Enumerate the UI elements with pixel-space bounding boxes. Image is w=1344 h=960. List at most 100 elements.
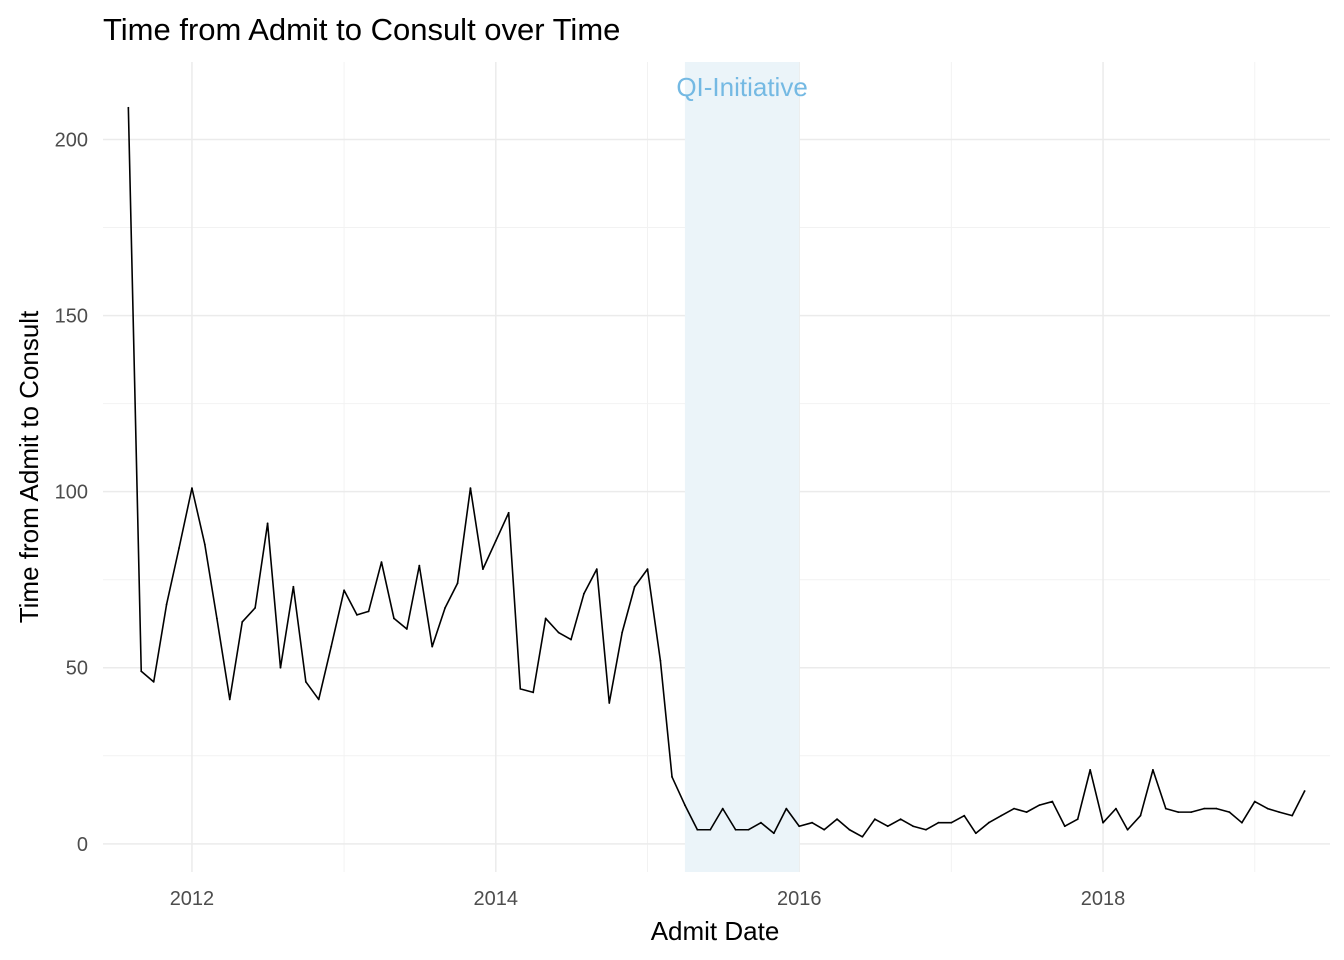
data-point — [671, 776, 673, 778]
data-point — [848, 828, 851, 831]
data-point — [356, 614, 358, 616]
data-point — [1038, 804, 1041, 806]
x-axis-title: Admit Date — [651, 916, 780, 946]
data-point — [1303, 790, 1306, 792]
data-point — [659, 659, 662, 662]
data-point — [886, 825, 889, 828]
data-point — [367, 610, 370, 613]
data-point — [684, 804, 686, 806]
data-point — [1253, 800, 1256, 803]
x-tick-label: 2014 — [474, 888, 519, 910]
data-point — [633, 585, 636, 588]
data-point — [987, 821, 990, 824]
data-point — [1102, 821, 1104, 824]
data-point — [279, 666, 282, 669]
data-point — [380, 561, 383, 563]
data-point — [1228, 811, 1231, 814]
data-point — [482, 568, 484, 571]
y-tick-label: 0 — [77, 834, 88, 856]
data-point — [127, 106, 130, 109]
data-point — [228, 698, 231, 701]
data-point — [925, 828, 927, 831]
data-point — [1278, 811, 1281, 814]
data-point — [215, 617, 218, 620]
data-point — [317, 698, 320, 701]
data-point — [1025, 811, 1028, 814]
data-point — [570, 638, 572, 641]
data-point — [899, 818, 902, 821]
data-point — [709, 828, 712, 831]
data-point — [974, 832, 977, 835]
data-point — [1013, 807, 1016, 810]
x-tick-label: 2012 — [170, 888, 215, 910]
data-point — [203, 543, 206, 546]
data-point — [785, 807, 788, 810]
data-point — [1177, 811, 1180, 814]
data-point — [140, 670, 143, 673]
data-point — [292, 585, 295, 588]
data-point — [696, 828, 699, 831]
data-point — [304, 680, 307, 683]
x-tick-label: 2016 — [777, 888, 822, 910]
data-point — [254, 606, 257, 609]
data-point — [721, 807, 724, 810]
data-point — [456, 582, 459, 585]
data-point — [330, 645, 333, 648]
data-point — [1051, 800, 1054, 803]
data-point — [621, 631, 624, 634]
data-point — [772, 832, 775, 835]
data-point — [873, 818, 876, 821]
data-point — [1240, 821, 1243, 824]
data-point — [507, 511, 510, 514]
data-point — [1190, 811, 1193, 814]
y-axis-ticks: 0 50 100 150 200 — [55, 129, 88, 855]
data-point — [912, 825, 914, 828]
data-point — [1152, 768, 1154, 771]
data-points — [127, 106, 1306, 838]
y-tick-label: 200 — [55, 129, 88, 151]
data-point — [165, 603, 168, 606]
series-line — [127, 107, 1306, 838]
y-axis-title: Time from Admit to Consult — [14, 310, 44, 623]
x-tick-label: 2018 — [1081, 888, 1126, 910]
data-point — [519, 687, 522, 690]
data-point — [861, 835, 864, 838]
data-point — [405, 628, 408, 630]
data-point — [1164, 807, 1167, 810]
data-point — [595, 568, 598, 571]
data-point — [1063, 825, 1066, 828]
y-tick-label: 100 — [55, 482, 88, 504]
data-point — [646, 568, 649, 571]
data-point — [583, 592, 585, 595]
data-point — [418, 564, 421, 567]
data-point — [836, 818, 838, 821]
qi-initiative-shade — [684, 62, 800, 872]
data-point — [343, 589, 345, 592]
data-point — [557, 631, 560, 634]
data-point — [152, 680, 155, 683]
data-point — [544, 617, 547, 620]
data-point — [1000, 814, 1003, 817]
data-point — [734, 828, 737, 831]
data-point — [1291, 814, 1294, 817]
x-axis-ticks: 2012 2014 2016 2018 — [170, 888, 1126, 910]
data-point — [950, 821, 953, 824]
data-point — [431, 645, 434, 648]
qi-initiative-label: QI-Initiative — [676, 72, 808, 102]
data-point — [469, 487, 472, 490]
data-point — [444, 606, 446, 609]
data-point — [937, 821, 940, 824]
data-point — [1266, 807, 1269, 810]
data-point — [963, 814, 966, 817]
data-point — [1115, 807, 1117, 810]
chart-title: Time from Admit to Consult over Time — [103, 12, 620, 47]
data-point — [760, 821, 762, 824]
data-point — [1215, 807, 1218, 810]
y-tick-label: 150 — [55, 306, 88, 328]
data-point — [494, 540, 497, 542]
data-point — [823, 828, 826, 831]
data-point — [178, 547, 180, 549]
data-point — [241, 621, 244, 623]
